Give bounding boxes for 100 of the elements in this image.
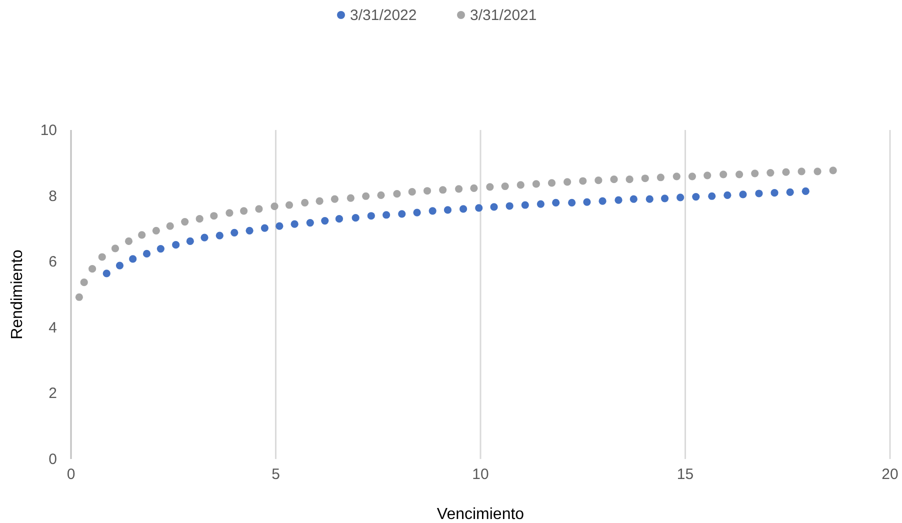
point bbox=[786, 188, 794, 196]
point bbox=[490, 203, 498, 211]
point bbox=[568, 198, 576, 207]
point bbox=[646, 195, 654, 203]
point bbox=[88, 265, 96, 273]
point bbox=[454, 185, 463, 193]
point bbox=[610, 176, 618, 184]
point bbox=[475, 204, 483, 212]
point bbox=[486, 183, 494, 191]
y-tick-label: 10 bbox=[40, 122, 57, 139]
point bbox=[362, 192, 370, 200]
point bbox=[301, 198, 309, 207]
point bbox=[216, 232, 224, 240]
y-tick-label: 2 bbox=[48, 385, 57, 402]
point bbox=[260, 224, 268, 232]
point bbox=[676, 194, 684, 202]
point bbox=[641, 174, 649, 182]
point bbox=[116, 262, 124, 270]
point bbox=[548, 179, 556, 187]
point bbox=[382, 211, 390, 219]
point bbox=[166, 222, 174, 230]
point bbox=[306, 218, 314, 227]
point bbox=[255, 205, 263, 213]
point bbox=[564, 178, 572, 186]
point bbox=[408, 188, 416, 196]
point bbox=[829, 166, 837, 174]
point bbox=[240, 207, 248, 215]
point bbox=[377, 191, 385, 199]
point bbox=[751, 170, 759, 178]
point bbox=[196, 215, 204, 223]
point bbox=[688, 172, 696, 180]
point bbox=[660, 194, 669, 202]
point bbox=[270, 202, 278, 210]
point bbox=[276, 222, 284, 230]
point bbox=[230, 228, 238, 236]
point bbox=[124, 237, 133, 245]
point bbox=[516, 181, 524, 189]
y-tick-label: 8 bbox=[48, 188, 57, 205]
y-axis-title: Rendimiento bbox=[9, 249, 26, 340]
legend-label: 3/31/2021 bbox=[470, 7, 537, 24]
x-axis-title: Vencimiento bbox=[436, 506, 524, 523]
point bbox=[532, 180, 540, 188]
point bbox=[316, 197, 324, 205]
x-tick-label: 10 bbox=[472, 466, 489, 483]
point bbox=[626, 176, 634, 184]
point bbox=[521, 201, 529, 209]
x-tick-label: 20 bbox=[882, 466, 898, 483]
point bbox=[736, 170, 744, 178]
point bbox=[614, 196, 622, 204]
point bbox=[704, 172, 712, 180]
point bbox=[186, 237, 194, 245]
point bbox=[102, 270, 110, 278]
point bbox=[398, 210, 406, 218]
point bbox=[583, 198, 591, 206]
y-tick-label: 0 bbox=[48, 451, 57, 468]
point bbox=[367, 212, 375, 220]
point bbox=[181, 218, 189, 226]
x-tick-label: 15 bbox=[676, 466, 694, 483]
point bbox=[782, 168, 790, 176]
point bbox=[321, 217, 329, 225]
point bbox=[598, 197, 606, 205]
point bbox=[413, 208, 421, 216]
point bbox=[770, 189, 778, 197]
point bbox=[672, 172, 680, 180]
point bbox=[290, 220, 298, 228]
point bbox=[470, 184, 478, 192]
point bbox=[552, 198, 560, 207]
point bbox=[346, 194, 354, 202]
point bbox=[246, 226, 254, 234]
point bbox=[210, 212, 218, 220]
point bbox=[630, 195, 638, 203]
point bbox=[330, 195, 339, 203]
point bbox=[138, 231, 146, 239]
point bbox=[656, 174, 664, 182]
point bbox=[393, 190, 401, 198]
point bbox=[766, 168, 774, 177]
point bbox=[501, 182, 509, 190]
point bbox=[594, 176, 602, 184]
point bbox=[111, 244, 120, 252]
point bbox=[814, 168, 822, 176]
point bbox=[142, 250, 151, 258]
point bbox=[335, 215, 344, 223]
point bbox=[724, 191, 732, 199]
point bbox=[423, 187, 432, 195]
point bbox=[352, 214, 360, 222]
point bbox=[692, 192, 700, 201]
point bbox=[75, 293, 83, 301]
point bbox=[152, 226, 160, 234]
point bbox=[739, 190, 747, 198]
point bbox=[80, 278, 88, 286]
point bbox=[708, 192, 716, 200]
x-tick-label: 0 bbox=[66, 466, 76, 483]
point bbox=[172, 241, 180, 249]
point bbox=[460, 205, 468, 213]
point bbox=[226, 209, 234, 217]
legend-label: 3/31/2022 bbox=[350, 7, 417, 24]
y-tick-label: 6 bbox=[48, 254, 57, 271]
x-tick-label: 5 bbox=[272, 466, 280, 483]
point bbox=[129, 255, 137, 263]
point bbox=[755, 190, 763, 198]
